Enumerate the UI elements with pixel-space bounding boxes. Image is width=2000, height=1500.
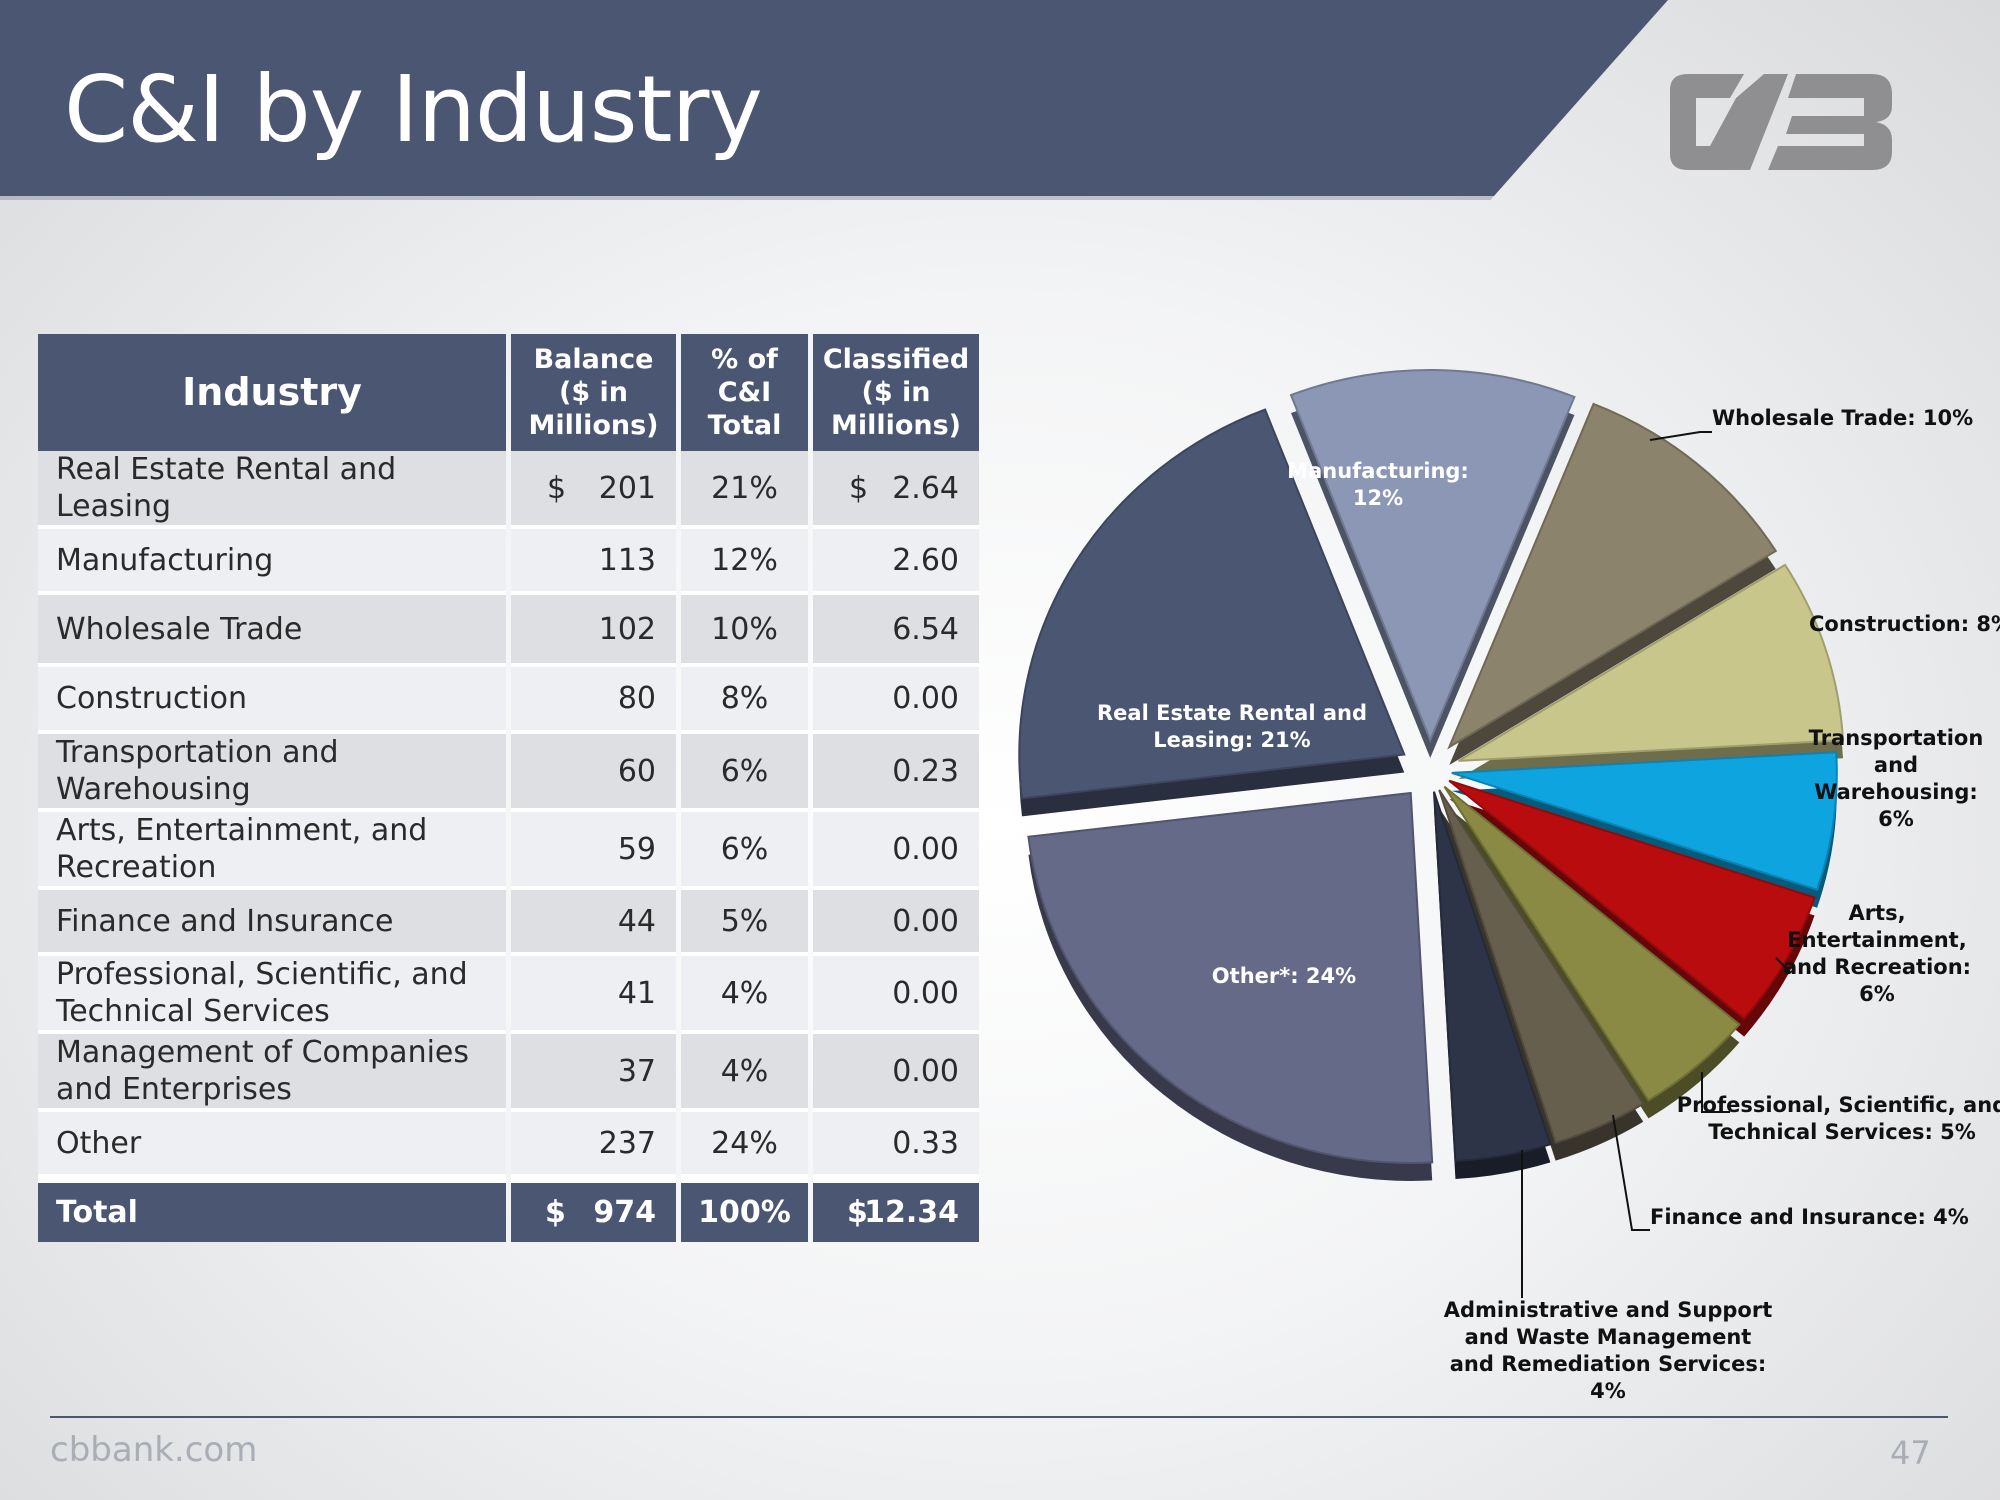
table-total-row: Total $974 100% $12.34 [38,1178,979,1242]
cell-classified: 0.00 [813,890,979,956]
cell-industry: Professional, Scientific, and Technical S… [38,956,506,1034]
footer-divider [50,1416,1948,1418]
total-percent: 100% [681,1178,808,1242]
cell-classified: $2.64 [813,451,979,529]
cell-percent: 12% [681,529,808,595]
cell-balance: 44 [511,890,676,956]
cell-balance: 102 [511,595,676,667]
pie-slice [1027,791,1434,1181]
cell-classified: 6.54 [813,595,979,667]
pie-slice-label: Construction: 8% [1809,612,2000,636]
cell-classified: 0.00 [813,956,979,1034]
cvb-logo-icon [1670,74,1892,170]
pie-slice-label: Wholesale Trade: 10% [1712,406,1973,430]
footer-url: cbbank.com [50,1430,258,1470]
cell-industry: Management of Companies and Enterprises [38,1034,506,1112]
cell-percent: 10% [681,595,808,667]
pie-slice [1458,563,1845,779]
table-row: Manufacturing 113 12% 2.60 [38,529,979,595]
industry-table: Industry Balance ($ in Millions) % of C&I To… [38,334,979,1242]
cell-balance: 59 [511,812,676,890]
cell-percent: 4% [681,956,808,1034]
cell-industry: Wholesale Trade [38,595,506,667]
cell-balance: 80 [511,667,676,734]
cell-industry: Transportation and Warehousing [38,734,506,812]
cell-industry: Other [38,1112,506,1178]
pie-slice [1438,789,1645,1161]
table-row: Professional, Scientific, and Technical S… [38,956,979,1034]
leader-line [1775,957,1791,973]
pie-slice-label: Other*: 24% [1212,964,1356,988]
cell-percent: 6% [681,812,808,890]
header-classified: Classified ($ in Millions) [813,334,979,451]
cell-classified: 0.00 [813,812,979,890]
leader-line [1649,431,1712,441]
pie-slice-label: Arts, Entertainment, and Recreation: 6% [1783,901,1971,1006]
cell-industry: Construction [38,667,506,734]
cell-industry: Manufacturing [38,529,506,595]
cell-balance: $201 [511,451,676,529]
table-row: Real Estate Rental and Leasing $201 21% $2.6… [38,451,979,529]
pie-slice-label: Real Estate Rental and Leasing: 21% [1097,701,1367,752]
cell-percent: 8% [681,667,808,734]
cell-balance: 41 [511,956,676,1034]
title-banner [0,0,1668,200]
pie-slice [1432,791,1552,1180]
pie-slice [1018,408,1406,817]
total-balance: $974 [511,1178,676,1242]
table-row: Other 237 24% 0.33 [38,1112,979,1178]
pie-slice [1289,369,1576,759]
cell-balance: 113 [511,529,676,595]
pie-slice-label: Administrative and Support and Waste Mana… [1444,1298,1772,1403]
cell-classified: 2.60 [813,529,979,595]
header-industry: Industry [38,334,506,451]
cell-percent: 4% [681,1034,808,1112]
cell-industry: Finance and Insurance [38,890,506,956]
pie-slice [1443,785,1741,1119]
cell-classified: 0.33 [813,1112,979,1178]
table-row: Management of Companies and Enterprises 37… [38,1034,979,1112]
pie-slice [1448,779,1816,1037]
cell-classified: 0.00 [813,667,979,734]
pie-slice [1447,402,1778,766]
total-classified: $12.34 [813,1178,979,1242]
table-row: Finance and Insurance 44 5% 0.00 [38,890,979,956]
pie-slice-label: Transportation and Warehousing: 6% [1809,726,1984,831]
cell-percent: 6% [681,734,808,812]
cell-percent: 5% [681,890,808,956]
cell-balance: 37 [511,1034,676,1112]
table-row: Arts, Entertainment, and Recreation 59 6% 0.… [38,812,979,890]
cell-classified: 0.00 [813,1034,979,1112]
leader-line [1612,1114,1650,1231]
pie-slice-label: Professional, Scientific, and Technical S… [1677,1093,2000,1144]
cell-classified: 0.23 [813,734,979,812]
cell-industry: Real Estate Rental and Leasing [38,451,506,529]
cell-percent: 24% [681,1112,808,1178]
leader-line [1701,1072,1730,1113]
header-percent: % of C&I Total [681,334,808,451]
page-number: 47 [1890,1434,1931,1472]
header-balance: Balance ($ in Millions) [511,334,676,451]
table-row: Wholesale Trade 102 10% 6.54 [38,595,979,667]
cell-balance: 60 [511,734,676,812]
table-row: Construction 80 8% 0.00 [38,667,979,734]
cell-industry: Arts, Entertainment, and Recreation [38,812,506,890]
total-label: Total [38,1178,506,1242]
page-title: C&I by Industry [64,56,763,163]
table-row: Transportation and Warehousing 60 6% 0.23 [38,734,979,812]
pie-slice-label: Manufacturing: 12% [1287,459,1469,510]
cell-percent: 21% [681,451,808,529]
cell-balance: 237 [511,1112,676,1178]
pie-slice-label: Finance and Insurance: 4% [1650,1205,1969,1229]
